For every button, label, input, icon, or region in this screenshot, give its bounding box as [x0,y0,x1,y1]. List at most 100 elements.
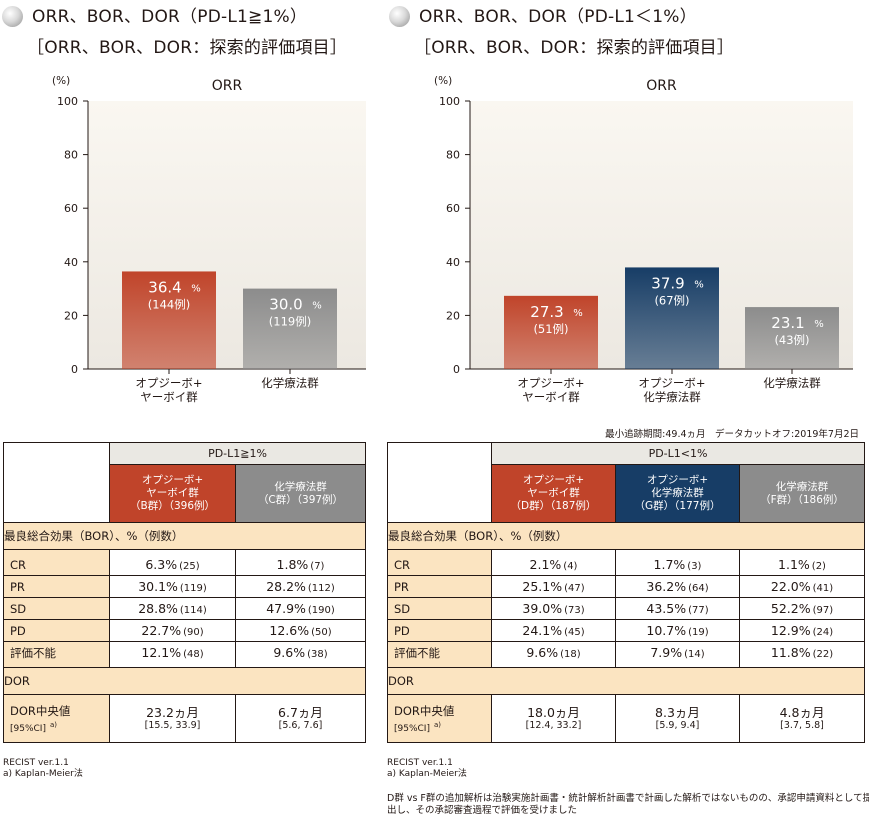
bor-percent: 30.1% [138,579,178,594]
x-category-label: ヤーボイ群 [140,390,198,404]
bar-value-label: 37.9 [651,274,684,292]
bor-row: PD 24.1% (45) 10.7% (19) 12.9% (24) [387,619,866,642]
x-category-label: ヤーボイ群 [522,390,580,404]
bor-section-title: 最良総合効果（BOR）、%（例数） [386,522,866,550]
bor-value-cell: 28.8% (114) [109,597,236,620]
bar-unit-label: % [694,279,704,290]
bor-count: (45) [564,627,585,638]
left-heading-line1: ORR、BOR、DOR（PD-L1≧1%） [32,7,308,27]
bor-percent: 24.1% [522,623,563,638]
dor-median-label-text: DOR中央値 [394,704,455,718]
bor-row-label: PR [3,575,110,598]
y-tick-label: 20 [64,309,78,322]
bor-count: (3) [687,561,702,572]
arm-header: 化学療法群 （C群）（397例） [235,464,366,523]
left-footnotes: RECIST ver.1.1 a) Kaplan-Meier法 [3,758,83,780]
bor-percent: 11.8% [770,645,811,660]
bor-value-cell: 24.1% (45) [491,619,616,642]
bar-unit-label: % [312,301,322,312]
bor-row: SD 39.0% (73) 43.5% (77) 52.2% (97) [387,597,866,620]
bor-value-cell: 43.5% (77) [615,597,740,620]
chart-title: ORR [212,78,243,94]
right-heading-line1: ORR、BOR、DOR（PD-L1＜1%） [419,7,697,27]
bar-count-label: (67例) [654,293,689,307]
dor-section-row: DOR [3,667,366,695]
blank-cell [387,442,492,523]
bullet-icon [2,6,23,27]
y-axis-unit-label: (%) [434,75,452,87]
bor-percent: 52.2% [770,601,811,616]
bor-section-row: 最良総合効果（BOR）、%（例数） [386,522,866,550]
left-heading-line2: ［ORR、BOR、DOR：探索的評価項目］ [27,38,348,58]
dor-median-label: DOR中央値 [95%CI] a) [3,694,110,743]
bor-count: (24) [812,627,834,638]
dor-median: 18.0ヵ月 [527,705,580,720]
footnote-recist: RECIST ver.1.1 [387,758,453,768]
bor-row: 評価不能 12.1% (48) 9.6% (38) [3,641,366,668]
bor-value-cell: 1.1% (2) [738,549,866,576]
bor-percent: 9.6% [273,645,306,660]
bor-value-cell: 7.9% (14) [615,641,740,668]
dor-value-cell: 8.3ヵ月 [5.9, 9.4] [615,694,740,743]
right-footnotes: RECIST ver.1.1 a) Kaplan-Meier法 [387,758,467,780]
analysis-note: D群 vs F群の追加解析は治験実施計画書・統計解析計画書で計画した解析ではない… [387,793,869,817]
bor-percent: 9.6% [526,645,559,660]
bor-percent: 6.3% [145,557,178,572]
dor-section-title: DOR [386,667,866,695]
orr-bar [504,295,598,369]
y-tick-label: 60 [64,202,78,215]
x-category-label: 化学療法群 [763,376,821,390]
bor-count: (14) [684,649,705,660]
bor-value-cell: 12.6% (50) [235,619,366,642]
bor-row-label: 評価不能 [387,641,492,668]
bor-row-label: PD [387,619,492,642]
bor-row: PD 22.7% (90) 12.6% (50) [3,619,366,642]
y-tick-label: 60 [446,202,460,215]
bor-percent: 39.0% [522,601,563,616]
dor-ci: [3.7, 5.8] [780,720,824,731]
bar-count-label: (43例) [774,333,809,347]
bor-count: (19) [688,627,709,638]
bor-count: (90) [183,627,204,638]
bor-percent: 12.6% [269,623,310,638]
bor-value-cell: 47.9% (190) [235,597,366,620]
arm-header-line: 化学療法群 [651,487,704,499]
arm-header-line: オプジーボ+ [522,474,585,486]
pd-header-row: PD-L1<1% [387,442,866,523]
dor-ci: [5.9, 9.4] [655,720,700,731]
dor-ci-label: [95%CI] a) [394,721,491,734]
bar-unit-label: % [191,283,201,294]
bor-value-cell: 22.7% (90) [109,619,236,642]
right-heading-line2: ［ORR、BOR、DOR：探索的評価項目］ [414,38,735,58]
arm-header-line: 化学療法群 [775,480,829,493]
y-tick-label: 100 [57,95,78,108]
dor-value-cell: 6.7ヵ月 [5.6, 7.6] [235,694,366,743]
bor-count: (25) [179,561,200,572]
arm-header: オプジーボ+ ヤーボイ群 （B群）（396例） [109,464,236,523]
bor-section-row: 最良総合効果（BOR）、%（例数） [3,522,366,550]
footnote-km: a) Kaplan-Meier法 [3,769,83,779]
arm-header-line: 化学療法群 [274,480,327,493]
chart-title: ORR [646,78,677,94]
dor-ci-label-text: [95%CI] [10,724,46,734]
arm-header-line: ヤーボイ群 [146,487,199,499]
bor-percent: 1.7% [653,557,686,572]
bar-value-label: 36.4 [148,278,181,296]
bor-percent: 1.1% [778,557,810,572]
bor-row: 評価不能 9.6% (18) 7.9% (14) 11.8% (22) [387,641,866,668]
bor-percent: 25.1% [522,579,563,594]
bor-percent: 1.8% [276,557,309,572]
bor-count: (41) [812,583,834,594]
bor-count: (77) [688,605,709,616]
footnote-recist: RECIST ver.1.1 [3,758,69,768]
bor-count: (64) [688,583,709,594]
bor-count: (190) [307,605,335,616]
bor-count: (22) [812,649,834,660]
bor-row: SD 28.8% (114) 47.9% (190) [3,597,366,620]
bor-value-cell: 39.0% (73) [491,597,616,620]
bor-row: PR 25.1% (47) 36.2% (64) 22.0% (41) [387,575,866,598]
x-category-label: オプジーボ+ [638,376,705,390]
arm-header-line: オプジーボ+ [141,474,204,486]
bor-row: PR 30.1% (119) 28.2% (112) [3,575,366,598]
